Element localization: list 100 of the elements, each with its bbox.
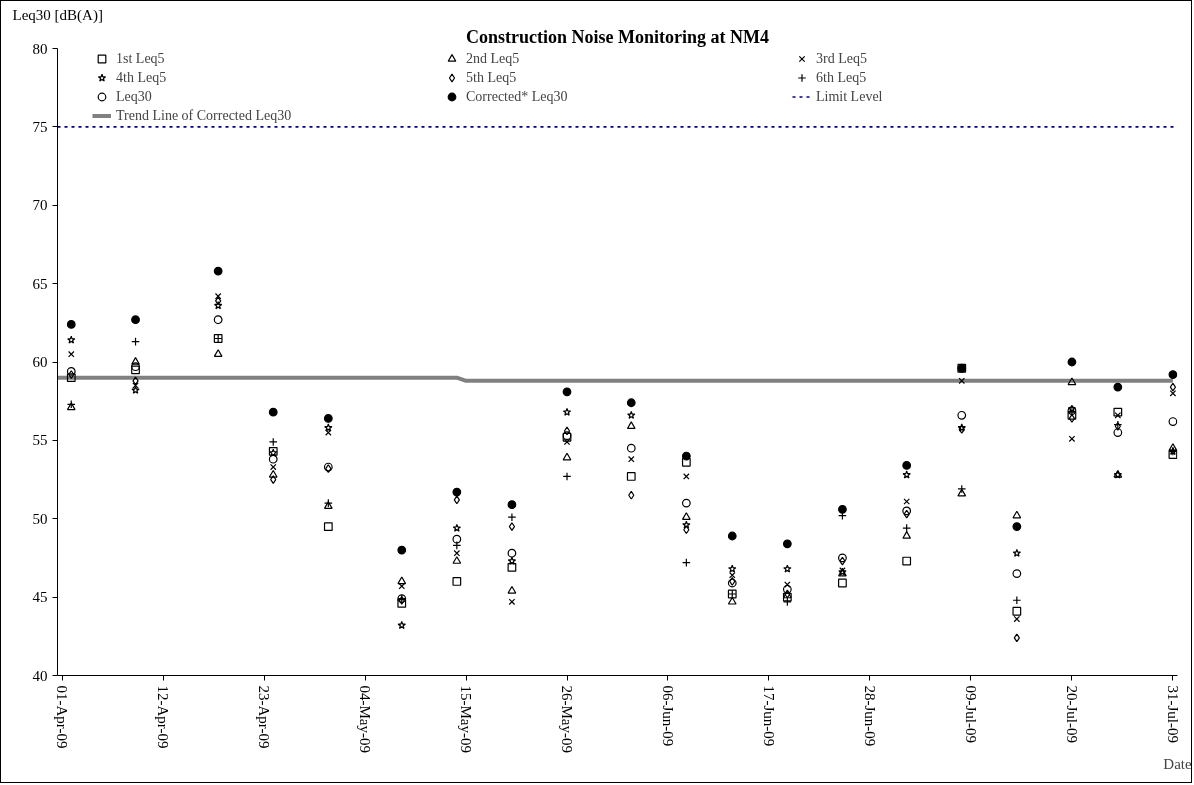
point bbox=[67, 335, 76, 344]
point bbox=[67, 350, 75, 358]
point bbox=[1013, 615, 1021, 623]
y-tick-label: 80 bbox=[32, 40, 48, 57]
y-tick-label: 70 bbox=[32, 197, 48, 214]
point bbox=[131, 315, 140, 325]
point bbox=[902, 531, 912, 539]
point bbox=[782, 539, 792, 549]
x-tick-label: 04-May-09 bbox=[357, 685, 374, 753]
point bbox=[1169, 390, 1177, 397]
point bbox=[1168, 443, 1178, 452]
point bbox=[838, 553, 847, 563]
x-tick-label: 31-Jul-09 bbox=[1164, 685, 1181, 743]
point bbox=[563, 426, 571, 436]
point bbox=[268, 469, 278, 478]
point bbox=[213, 349, 223, 357]
point bbox=[1067, 377, 1077, 386]
chart-title: Construction Noise Monitoring at NM4 bbox=[466, 26, 769, 47]
point bbox=[1012, 606, 1022, 616]
legend-label: Corrected* Leq30 bbox=[466, 87, 569, 106]
point bbox=[213, 315, 223, 325]
point bbox=[1169, 382, 1177, 392]
x-tick-label: 06-Jun-09 bbox=[659, 685, 676, 747]
point bbox=[1012, 522, 1022, 531]
point bbox=[957, 410, 967, 420]
x-tick-label: 09-Jul-09 bbox=[962, 685, 979, 743]
point bbox=[838, 578, 847, 588]
point bbox=[903, 498, 910, 505]
x-tick-label: 12-Apr-09 bbox=[155, 685, 172, 749]
x-tick-label: 17-Jun-09 bbox=[760, 685, 777, 747]
point bbox=[626, 472, 636, 481]
legend-label: 6th Leq5 bbox=[816, 68, 868, 87]
point bbox=[1168, 417, 1178, 426]
point bbox=[626, 443, 636, 453]
point bbox=[397, 576, 407, 585]
legend-label: Limit Level bbox=[816, 87, 884, 106]
x-tick-label: 20-Jul-09 bbox=[1063, 685, 1080, 743]
point bbox=[131, 362, 140, 372]
point bbox=[681, 498, 691, 508]
x-tick-label: 01-Apr-09 bbox=[54, 685, 71, 749]
point bbox=[507, 585, 517, 594]
point bbox=[323, 414, 333, 423]
point bbox=[215, 296, 222, 306]
point bbox=[270, 475, 277, 484]
y-tick-label: 75 bbox=[32, 118, 48, 135]
y-tick-label: 55 bbox=[32, 432, 48, 449]
point bbox=[268, 454, 278, 464]
point bbox=[626, 398, 636, 408]
point bbox=[1012, 548, 1022, 557]
point bbox=[681, 512, 691, 520]
point bbox=[1168, 450, 1178, 459]
point bbox=[213, 266, 223, 276]
point bbox=[213, 301, 223, 310]
point bbox=[507, 548, 517, 558]
point bbox=[132, 376, 139, 386]
point bbox=[1113, 407, 1123, 417]
point bbox=[452, 534, 462, 544]
point bbox=[681, 457, 691, 467]
point bbox=[397, 620, 406, 630]
point bbox=[728, 564, 737, 573]
x-tick-label: 15-May-09 bbox=[458, 685, 475, 753]
point bbox=[66, 367, 76, 376]
point bbox=[269, 463, 277, 471]
point bbox=[1113, 382, 1123, 392]
y-tick-label: 50 bbox=[32, 510, 48, 527]
point bbox=[957, 488, 967, 497]
point bbox=[1067, 357, 1077, 367]
point bbox=[562, 407, 572, 416]
legend-label: 5th Leq5 bbox=[466, 68, 518, 87]
y-tick-label: 45 bbox=[32, 589, 48, 606]
y-tick-label: 40 bbox=[32, 667, 48, 684]
point bbox=[628, 490, 635, 500]
point bbox=[902, 556, 912, 566]
legend-label: 4th Leq5 bbox=[116, 68, 168, 87]
point bbox=[507, 556, 517, 565]
point bbox=[66, 319, 76, 329]
legend-label: 3rd Leq5 bbox=[816, 49, 868, 68]
point bbox=[902, 461, 912, 470]
point bbox=[782, 584, 792, 594]
y-tick-label: 65 bbox=[32, 275, 48, 292]
point bbox=[839, 556, 846, 566]
point bbox=[1012, 510, 1022, 519]
y-axis-title: Leq30 [dB(A)] bbox=[12, 6, 103, 24]
legend-label: Trend Line of Corrected Leq30 bbox=[116, 106, 293, 125]
point bbox=[131, 365, 140, 375]
point bbox=[682, 520, 691, 529]
x-tick-label: 23-Apr-09 bbox=[256, 685, 273, 749]
point bbox=[1068, 414, 1076, 423]
legend-label: 2nd Leq5 bbox=[466, 49, 521, 68]
point bbox=[508, 522, 516, 531]
point bbox=[727, 596, 737, 605]
point bbox=[627, 455, 635, 463]
point bbox=[397, 545, 407, 555]
point bbox=[507, 500, 517, 510]
point bbox=[562, 387, 572, 397]
point bbox=[562, 452, 572, 461]
point bbox=[1012, 569, 1022, 578]
point bbox=[268, 407, 278, 417]
point bbox=[1114, 412, 1122, 419]
y-tick-label: 60 bbox=[32, 354, 48, 370]
